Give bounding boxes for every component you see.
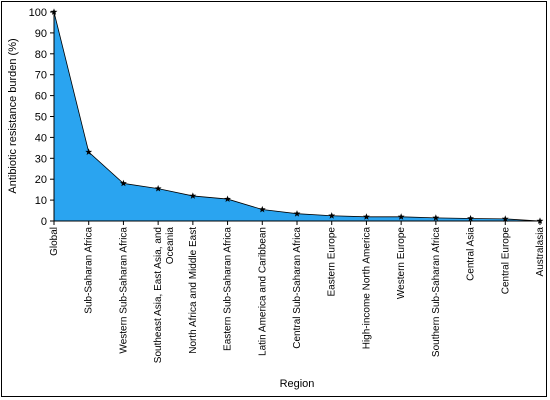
x-tick-label: Central Asia [466,227,477,281]
y-tick-label: 50 [35,112,47,124]
data-point-star [85,148,93,155]
x-tick-label: Sub-Saharan Africa [84,227,95,314]
y-tick-label: 100 [29,7,47,19]
x-tick-label: Australasia [535,227,546,277]
y-tick-label: 70 [35,70,47,82]
data-point-star [397,213,405,220]
y-tick-label: 60 [35,91,47,103]
y-tick-label: 80 [35,49,47,61]
data-point-star [501,215,509,222]
data-point-star [50,8,58,15]
x-tick-label: North Africa and Middle East [188,227,199,354]
y-tick-label: 10 [35,195,47,207]
data-point-star [258,205,266,213]
area-fill [54,12,540,221]
y-tick-label: 40 [35,132,47,144]
data-point-star [328,212,336,219]
y-tick-label: 20 [35,174,47,186]
x-tick-label: High-income North America [361,227,372,350]
data-point-star [189,192,197,199]
y-tick-label: 0 [41,216,47,228]
data-point-star [536,217,544,224]
x-axis-label: Region [280,378,315,390]
x-tick-label: Southern Sub-Saharan Africa [431,227,442,358]
data-point-star [467,214,474,222]
plot-area: 0 10 20 30 40 50 60 70 80 90 100 Global Sub-Saharan … [29,7,546,363]
x-tick-label: Western Sub-Saharan Africa [118,227,129,354]
y-axis-label: Antibiotic resistance burden (%) [7,38,19,193]
data-point-star [293,210,301,217]
x-tick-label: Latin America and Caribbean [257,227,268,356]
data-point-star [224,195,231,202]
y-tick-label: 90 [35,28,47,40]
x-tick-label: Central Sub-Saharan Africa [292,227,303,349]
data-point-star [432,214,440,221]
x-tick-label: Southeast Asia, East Asia, andOceania [153,227,176,364]
x-tick-label: Eastern Europe [327,227,338,297]
x-tick-label: Eastern Sub-Saharan Africa [223,227,234,351]
x-tick-label: Central Europe [500,227,511,295]
data-point-star [154,185,162,192]
y-tick-label: 30 [35,153,47,165]
data-point-star [363,213,370,220]
x-tick-label: Western Europe [396,227,407,300]
x-tick-label: Global [49,227,60,256]
data-point-star [120,179,127,187]
